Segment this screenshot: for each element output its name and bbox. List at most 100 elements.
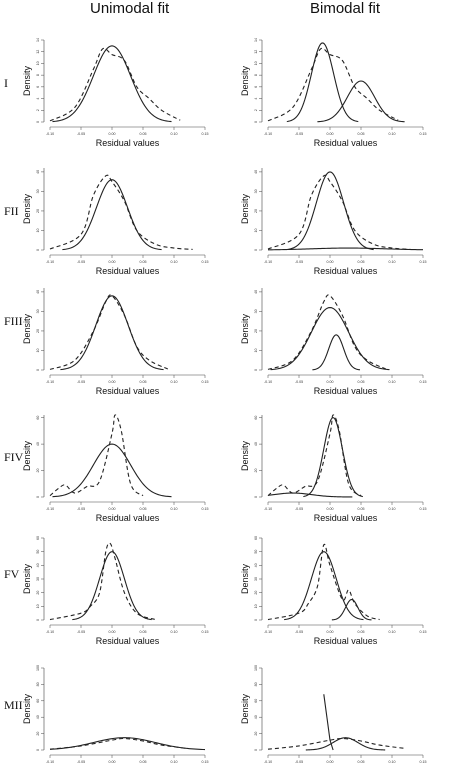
x-tick-label: 0.05 — [140, 507, 147, 511]
row-label-FIV: FIV — [4, 450, 24, 464]
y-tick-label: 0 — [36, 749, 40, 751]
y-tick-label: 80 — [254, 682, 258, 686]
x-tick-label: 0.00 — [109, 630, 116, 634]
y-tick-label: 20 — [36, 209, 40, 213]
y-tick-label: 0 — [254, 496, 258, 498]
density-curve-dashed — [267, 543, 380, 621]
y-tick-label: 30 — [36, 189, 40, 193]
x-tick-label: 0.00 — [327, 760, 334, 764]
x-tick-label: 0.15 — [202, 760, 209, 764]
fit-curve-solid — [286, 42, 359, 123]
y-tick-label: 60 — [254, 699, 258, 703]
x-tick-label: 0.00 — [109, 380, 116, 384]
y-tick-label: 20 — [254, 209, 258, 213]
y-tick-label: 40 — [254, 170, 258, 174]
y-tick-label: 12 — [36, 50, 40, 54]
x-tick-label: -0.05 — [295, 630, 303, 634]
density-curve-dashed — [267, 174, 411, 250]
x-tick-label: -0.10 — [264, 260, 272, 264]
x-tick-label: 0.05 — [140, 760, 147, 764]
y-tick-label: 40 — [36, 715, 40, 719]
panel-MII-bimodal: -0.10-0.050.000.050.100.15020406080100Re… — [240, 665, 427, 764]
x-tick-label: -0.05 — [77, 760, 85, 764]
y-tick-label: 40 — [36, 170, 40, 174]
x-axis-label: Residual values — [96, 138, 160, 148]
x-tick-label: -0.05 — [295, 132, 303, 136]
x-tick-label: 0.10 — [389, 380, 396, 384]
y-tick-label: 40 — [36, 290, 40, 294]
x-tick-label: 0.05 — [358, 260, 365, 264]
x-tick-label: 0.15 — [420, 630, 427, 634]
x-tick-label: 0.10 — [171, 132, 178, 136]
y-tick-label: 8 — [36, 74, 40, 76]
x-tick-label: -0.10 — [46, 507, 54, 511]
y-tick-label: 40 — [254, 290, 258, 294]
x-tick-label: 0.00 — [327, 380, 334, 384]
row-label-MII: MII — [4, 698, 23, 712]
fit-curve-solid — [270, 306, 390, 371]
x-tick-label: 0.10 — [389, 760, 396, 764]
x-tick-label: 0.10 — [171, 760, 178, 764]
density-curve-dashed — [267, 294, 387, 370]
x-tick-label: -0.05 — [295, 380, 303, 384]
density-curve-dashed — [267, 737, 405, 750]
x-tick-label: 0.15 — [202, 132, 209, 136]
y-axis-label: Density — [240, 193, 250, 224]
panel-MII-unimodal: -0.10-0.050.000.050.100.15020406080100Re… — [22, 665, 209, 764]
y-tick-label: 40 — [36, 442, 40, 446]
density-curve-dashed — [49, 294, 169, 370]
y-tick-label: 10 — [36, 61, 40, 65]
x-axis-label: Residual values — [314, 266, 378, 276]
x-tick-label: 0.05 — [358, 380, 365, 384]
x-tick-label: 0.05 — [358, 132, 365, 136]
x-tick-label: -0.10 — [46, 630, 54, 634]
y-tick-label: 8 — [254, 74, 258, 76]
x-tick-label: 0.15 — [420, 380, 427, 384]
bimodal-column-title: Bimodal fit — [310, 0, 381, 17]
x-axis-label: Residual values — [96, 386, 160, 396]
x-tick-label: 0.10 — [171, 507, 178, 511]
density-curve-dashed — [49, 542, 156, 621]
x-axis-label: Residual values — [96, 266, 160, 276]
x-axis-label: Residual values — [314, 138, 378, 148]
y-tick-label: 10 — [254, 348, 258, 352]
x-tick-label: -0.05 — [77, 380, 85, 384]
x-tick-label: -0.10 — [46, 380, 54, 384]
y-tick-label: 20 — [254, 329, 258, 333]
y-tick-label: 20 — [36, 591, 40, 595]
x-axis-label: Residual values — [314, 386, 378, 396]
x-tick-label: 0.15 — [420, 132, 427, 136]
x-tick-label: 0.15 — [420, 507, 427, 511]
y-tick-label: 10 — [254, 61, 258, 65]
fit-curve-solid — [317, 80, 405, 123]
y-tick-label: 40 — [254, 442, 258, 446]
y-axis-label: Density — [240, 693, 250, 724]
y-tick-label: 4 — [254, 98, 258, 100]
fit-curve-solid — [286, 171, 374, 251]
x-tick-label: -0.05 — [77, 132, 85, 136]
y-axis-label: Density — [22, 440, 32, 471]
y-tick-label: 0 — [36, 496, 40, 498]
y-tick-label: 0 — [254, 249, 258, 251]
x-tick-label: 0.00 — [109, 132, 116, 136]
row-label-I: I — [4, 76, 8, 90]
density-curve-dashed — [49, 414, 144, 497]
panel-FIV-unimodal: -0.10 -0.05 0.00 0.05 0.10 0.15 0 20 40 60 Residua… — [22, 414, 209, 523]
y-tick-label: 30 — [254, 577, 258, 581]
y-tick-label: 50 — [36, 550, 40, 554]
x-axis-label: Residual values — [314, 513, 378, 523]
x-tick-label: -0.05 — [295, 760, 303, 764]
y-tick-label: 20 — [36, 469, 40, 473]
y-tick-label: 4 — [36, 98, 40, 100]
x-tick-label: 0.10 — [389, 507, 396, 511]
y-tick-label: 0 — [36, 121, 40, 123]
y-tick-label: 100 — [254, 665, 258, 671]
y-tick-label: 0 — [254, 121, 258, 123]
y-tick-label: 40 — [254, 563, 258, 567]
y-tick-label: 20 — [254, 732, 258, 736]
fit-curve-solid — [323, 694, 334, 751]
fit-curve-solid — [267, 247, 424, 251]
row-label-FV: FV — [4, 567, 20, 581]
y-tick-label: 20 — [254, 469, 258, 473]
